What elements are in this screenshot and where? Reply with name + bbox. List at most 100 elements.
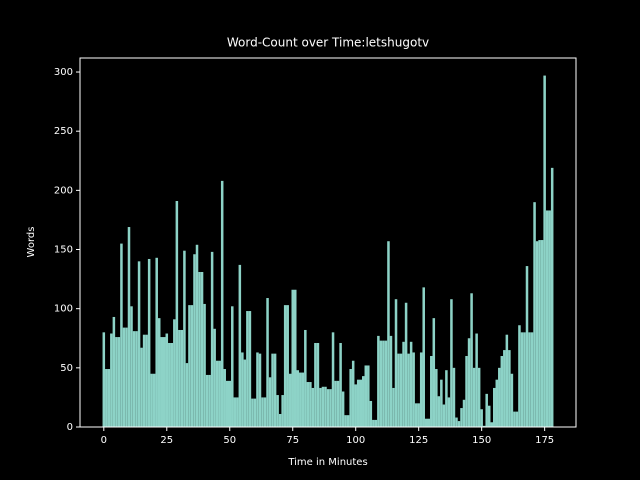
- bar: [442, 404, 446, 427]
- bar: [125, 327, 128, 427]
- x-tick-label: 50: [223, 435, 236, 446]
- bar: [147, 258, 151, 427]
- x-tick-label: 25: [160, 435, 173, 446]
- x-tick-label: 0: [101, 435, 107, 446]
- bar: [268, 377, 272, 427]
- bar: [218, 360, 221, 427]
- bar: [430, 356, 433, 427]
- bar: [296, 370, 300, 427]
- x-axis-label: Time in Minutes: [287, 457, 367, 468]
- x-tick-label: 100: [346, 435, 365, 446]
- bar: [157, 318, 161, 427]
- bar: [193, 254, 196, 427]
- bar: [498, 367, 501, 427]
- y-tick-label: 0: [67, 422, 73, 433]
- bar: [379, 340, 383, 427]
- bar: [518, 325, 521, 427]
- bar: [115, 337, 118, 427]
- bar: [331, 332, 335, 427]
- bar: [150, 373, 153, 427]
- bar: [548, 210, 551, 427]
- bar: [306, 382, 310, 427]
- bar: [198, 271, 201, 427]
- y-tick-label: 200: [54, 185, 73, 196]
- bar: [160, 337, 164, 427]
- bar: [178, 329, 181, 427]
- bar: [205, 374, 209, 427]
- bar: [492, 387, 496, 427]
- bar: [311, 387, 315, 427]
- bar: [299, 372, 302, 427]
- bar: [412, 352, 415, 427]
- bar: [243, 359, 247, 427]
- bar: [387, 241, 390, 427]
- bar: [364, 365, 368, 427]
- bar: [346, 415, 350, 427]
- bar: [505, 334, 509, 427]
- bar: [190, 305, 194, 427]
- bar: [326, 389, 330, 427]
- bar: [513, 411, 516, 427]
- bar: [424, 418, 428, 427]
- bar: [369, 400, 373, 427]
- bar: [354, 384, 357, 427]
- bar: [482, 425, 486, 427]
- bar: [173, 319, 176, 427]
- bar: [248, 311, 252, 427]
- bar: [180, 329, 184, 427]
- bar: [155, 257, 158, 427]
- bar: [233, 397, 237, 427]
- bar: [437, 396, 441, 427]
- bar: [515, 411, 519, 427]
- bar: [472, 367, 476, 427]
- bar: [132, 331, 136, 427]
- bar: [394, 299, 398, 427]
- bar: [200, 271, 204, 427]
- bar: [447, 397, 451, 427]
- bar: [452, 367, 456, 427]
- bar: [525, 266, 529, 427]
- bar: [530, 332, 534, 427]
- bar: [508, 350, 511, 427]
- bar: [419, 352, 423, 427]
- bar: [246, 311, 249, 427]
- bar: [208, 374, 211, 427]
- bar: [432, 318, 436, 427]
- bar: [480, 409, 483, 427]
- bar: [389, 335, 393, 427]
- bar: [440, 379, 443, 427]
- bar: [253, 398, 257, 427]
- bar: [228, 380, 232, 427]
- bar: [319, 387, 322, 427]
- bar: [500, 356, 504, 427]
- x-tick-label: 175: [535, 435, 554, 446]
- bar: [334, 380, 337, 427]
- bar: [538, 240, 541, 427]
- bar: [528, 332, 531, 427]
- bar: [457, 421, 461, 427]
- bar: [168, 342, 171, 427]
- bar: [281, 395, 284, 427]
- bar: [273, 353, 277, 427]
- bar: [372, 419, 375, 427]
- bar: [367, 365, 370, 427]
- bar: [293, 289, 297, 427]
- bar: [195, 244, 199, 427]
- bar: [163, 337, 166, 427]
- bar: [344, 415, 347, 427]
- y-tick-label: 150: [54, 245, 73, 256]
- bar: [251, 398, 254, 427]
- bar: [435, 369, 438, 427]
- bar: [266, 298, 269, 427]
- bar: [140, 347, 143, 427]
- bar: [223, 369, 226, 427]
- bar: [465, 356, 468, 427]
- bar: [152, 373, 156, 427]
- bar: [236, 397, 239, 427]
- bar: [540, 240, 544, 427]
- bar: [545, 210, 549, 427]
- bar: [283, 305, 287, 427]
- bar: [475, 333, 478, 427]
- bar: [286, 305, 289, 427]
